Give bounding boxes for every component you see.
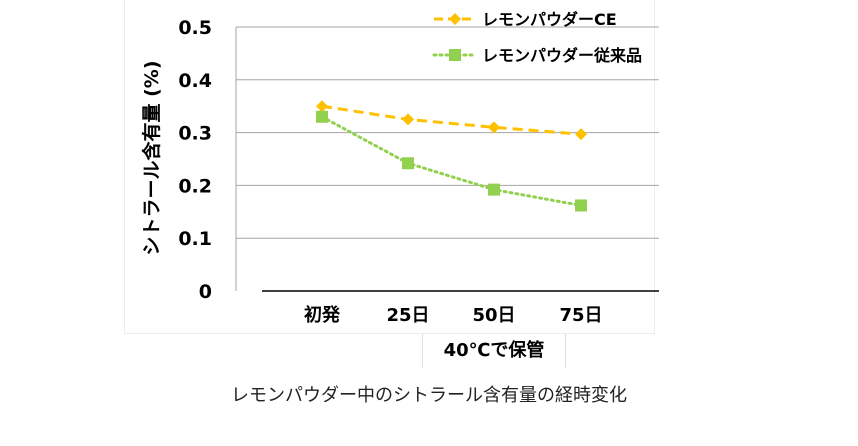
- y-tick-label: 0.4: [178, 70, 212, 92]
- x-tick-label: 75日: [559, 305, 602, 326]
- data-point: [575, 199, 587, 212]
- legend-swatch-marker: [449, 13, 461, 25]
- data-point: [402, 113, 414, 126]
- y-axis-label: シトラール含有量 (%): [140, 60, 163, 255]
- data-point: [575, 128, 587, 141]
- y-tick-label: 0.2: [178, 175, 212, 197]
- series-line: [321, 104, 582, 136]
- x-axis-label: 40℃で保管: [422, 334, 566, 368]
- x-tick-label: 25日: [386, 305, 429, 326]
- x-tick-label: 50日: [472, 305, 515, 326]
- legend-label: レモンパウダー従来品: [482, 46, 642, 65]
- y-tick-label: 0.1: [178, 228, 212, 250]
- legend-label: レモンパウダーCE: [482, 10, 617, 29]
- y-tick-label: 0.3: [178, 123, 212, 145]
- legend-swatch-marker: [449, 49, 461, 61]
- data-point: [316, 110, 328, 123]
- chart-caption: レモンパウダー中のシトラール含有量の経時変化: [231, 385, 627, 406]
- y-tick-label: 0: [199, 281, 212, 303]
- data-point: [488, 183, 500, 196]
- data-point: [402, 157, 414, 170]
- data-point: [316, 100, 328, 113]
- x-tick-label: 初発: [304, 304, 341, 326]
- series-line: [320, 115, 583, 207]
- chart-panel: [124, 0, 655, 334]
- y-tick-label: 0.5: [178, 17, 212, 39]
- data-point: [488, 121, 500, 134]
